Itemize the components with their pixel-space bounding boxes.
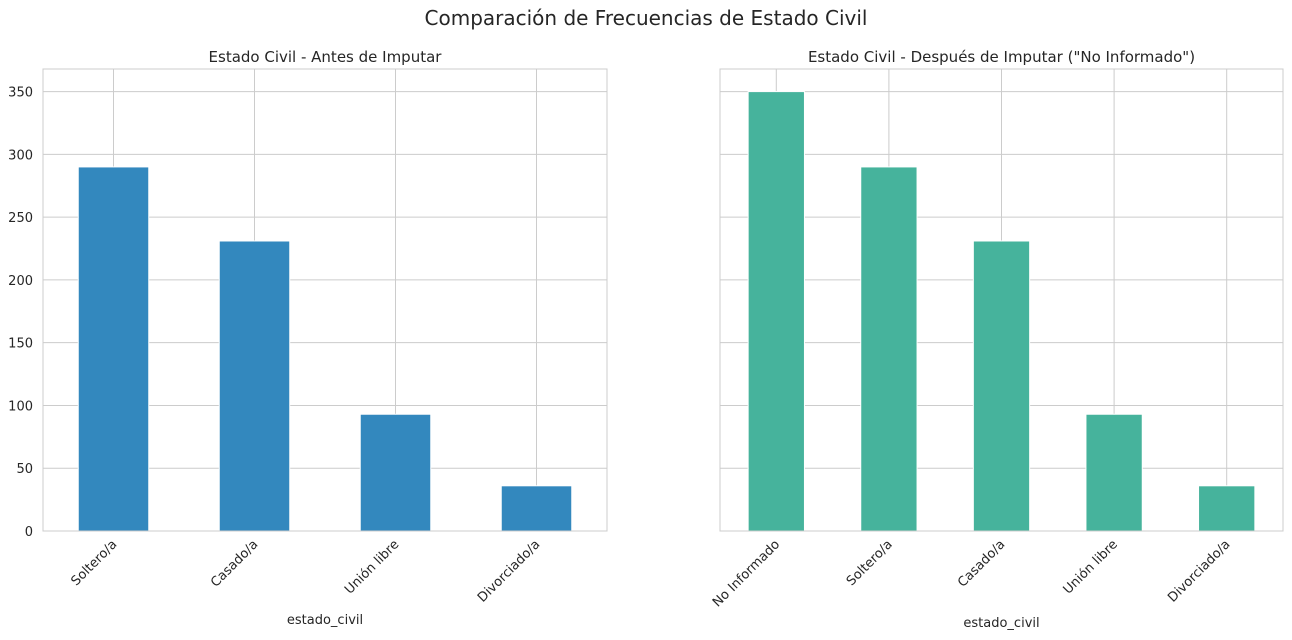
- bar-divorciado-a: [500, 485, 573, 532]
- y-tick-label: 250: [8, 211, 33, 226]
- chart-1: 0 50 100 150 200 250 300 350 Soltero/a Casado/a Un…: [8, 48, 608, 628]
- bar-uni-n-libre: [359, 413, 432, 532]
- chart-2: No Informado Soltero/a Casado/a Unión libre…: [710, 48, 1284, 631]
- x-tick-label: Unión libre: [342, 537, 402, 597]
- y-tick-label: 200: [8, 274, 33, 289]
- bar-divorciado-a: [1198, 485, 1256, 532]
- x-axis-label: estado_civil: [963, 616, 1039, 631]
- figure-suptitle: Comparación de Frecuencias de Estado Civ…: [424, 6, 868, 30]
- x-axis-label: estado_civil: [287, 613, 363, 628]
- axes-frame: [719, 68, 1284, 532]
- bar-soltero-a: [77, 166, 150, 532]
- bar-uni-n-libre: [1085, 413, 1143, 532]
- bar-casado-a: [218, 240, 291, 532]
- x-tick-label: Soltero/a: [69, 537, 121, 589]
- axes-title: Estado Civil - Antes de Imputar: [209, 48, 443, 66]
- bar-casado-a: [972, 240, 1031, 532]
- x-tick-label: Casado/a: [208, 537, 261, 590]
- x-tick-label: Soltero/a: [844, 537, 896, 589]
- x-tick-label: Casado/a: [955, 537, 1008, 590]
- x-tick-label: Divorciado/a: [475, 537, 543, 605]
- y-tick-label: 300: [8, 148, 33, 163]
- x-tick-label: Unión libre: [1061, 537, 1121, 597]
- y-tick-label: 0: [25, 525, 33, 540]
- y-tick-label: 50: [16, 462, 33, 477]
- bar-no-informado: [747, 91, 805, 532]
- y-tick-label: 100: [8, 399, 33, 414]
- axes-title: Estado Civil - Después de Imputar ("No I…: [808, 48, 1195, 66]
- y-tick-label: 150: [8, 337, 33, 352]
- bar-soltero-a: [860, 166, 918, 532]
- axes-frame: [42, 68, 608, 532]
- y-tick-label: 350: [8, 86, 33, 101]
- x-tick-label: Divorciado/a: [1165, 537, 1233, 605]
- x-tick-label: No Informado: [710, 537, 783, 610]
